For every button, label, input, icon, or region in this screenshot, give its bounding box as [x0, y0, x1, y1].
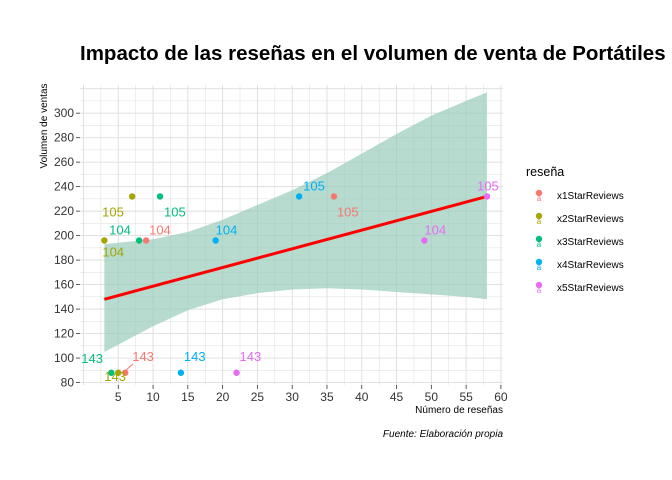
data-point: [177, 369, 185, 376]
data-label: 105: [102, 204, 124, 219]
legend-title: reseña: [526, 165, 564, 179]
legend-key-letter: a: [537, 217, 542, 226]
data-label: 143: [104, 369, 126, 384]
confidence-band-area: [104, 92, 487, 352]
legend-key: [535, 189, 543, 197]
data-label: 105: [337, 204, 359, 219]
x-tick-label: 40: [355, 390, 369, 404]
data-labels: 143 104 105 143 104 105 143 104 105 143 104 105 143 1…: [81, 178, 498, 383]
legend: reseña a x1StarReviews a x2StarReviews a x3St…: [526, 165, 624, 295]
data-point: [330, 193, 338, 200]
data-point: [101, 237, 108, 244]
data-label: 105: [477, 178, 499, 193]
data-point: [156, 193, 164, 200]
regression-line: [103, 194, 488, 301]
data-label: 143: [132, 349, 154, 364]
legend-key: [535, 235, 543, 243]
x-tick-label: 60: [494, 390, 508, 404]
x-tick-label: 5: [115, 390, 122, 404]
data-label: 104: [109, 223, 131, 238]
legend-key-letter: a: [537, 194, 542, 203]
data-point: [212, 237, 219, 244]
legend-key: [535, 212, 543, 220]
y-tick-label: 180: [54, 253, 74, 267]
legend-label: x3StarReviews: [557, 237, 624, 248]
y-axis-ticks: 80 100 120 140 160 180 200 220 240 260 280 300: [54, 106, 80, 390]
confidence-band: [104, 92, 487, 352]
legend-key: [535, 258, 543, 266]
data-label: 143: [81, 351, 103, 366]
data-label: 105: [303, 178, 325, 193]
data-point: [115, 369, 122, 376]
data-point: [233, 369, 240, 376]
regression-line-group: [103, 194, 488, 301]
data-point: [142, 237, 150, 244]
y-tick-label: 260: [54, 155, 74, 169]
legend-key-letter: a: [537, 263, 542, 272]
data-label: 104: [424, 223, 446, 238]
x-tick-label: 20: [216, 390, 230, 404]
x-tick-label: 45: [390, 390, 404, 404]
label-leader-line: [124, 363, 134, 372]
legend-label: x1StarReviews: [557, 191, 624, 202]
x-tick-label: 50: [425, 390, 439, 404]
x-axis-ticks: 5 10 15 20 25 30 35 40 45 50 55 60: [115, 385, 508, 404]
legend-label: x5StarReviews: [557, 283, 624, 294]
x-axis-label: Número de reseñas: [415, 405, 503, 416]
legend-label: x4StarReviews: [557, 260, 624, 271]
y-tick-label: 280: [54, 131, 74, 145]
chart-title: Impacto de las reseñas en el volumen de …: [80, 42, 666, 65]
legend-label: x2StarReviews: [557, 214, 624, 225]
data-point: [421, 237, 428, 244]
x-tick-label: 30: [286, 390, 300, 404]
data-point: [128, 193, 136, 200]
x-tick-label: 55: [459, 390, 473, 404]
data-points: [101, 193, 491, 376]
legend-key: [535, 281, 543, 289]
data-point: [295, 193, 303, 200]
data-label: 105: [164, 204, 186, 219]
y-tick-label: 120: [54, 327, 74, 341]
y-axis-label: Volumen de ventas: [39, 83, 50, 168]
data-label: 143: [184, 349, 206, 364]
data-label: 104: [102, 245, 124, 260]
y-tick-label: 160: [54, 278, 74, 292]
x-tick-label: 10: [146, 390, 160, 404]
y-tick-label: 100: [54, 351, 74, 365]
x-tick-label: 15: [181, 390, 195, 404]
x-tick-label: 35: [320, 390, 334, 404]
y-tick-label: 80: [61, 376, 75, 390]
data-label: 104: [216, 223, 238, 238]
data-point: [122, 369, 129, 376]
y-tick-label: 300: [54, 106, 74, 120]
legend-key-letter: a: [537, 240, 542, 249]
x-tick-label: 25: [251, 390, 265, 404]
legend-key-letter: a: [537, 286, 542, 295]
data-label: 143: [240, 349, 262, 364]
data-point: [108, 369, 115, 376]
y-tick-label: 140: [54, 302, 74, 316]
data-point: [135, 237, 143, 244]
data-point: [483, 193, 491, 200]
y-tick-label: 200: [54, 229, 74, 243]
data-label: 104: [149, 223, 171, 238]
y-tick-label: 240: [54, 180, 74, 194]
y-tick-label: 220: [54, 204, 74, 218]
caption: Fuente: Elaboración propia: [383, 429, 504, 440]
